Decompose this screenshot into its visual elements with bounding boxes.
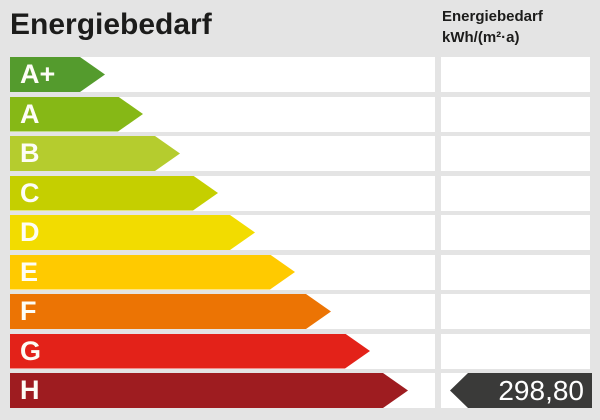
energy-scale-chart: A+ A B C D [10, 57, 592, 408]
row-track-right [441, 57, 590, 92]
row-track-right [441, 294, 590, 329]
scale-row-a: A [10, 96, 590, 132]
value-badge: 298,80 [450, 373, 592, 408]
row-track-right [441, 136, 590, 171]
unit-header-line1: Energiebedarf [442, 8, 543, 25]
rating-bar-e: E [10, 255, 295, 290]
rating-bar-a: A [10, 97, 143, 132]
scale-row-a-plus: A+ [10, 57, 590, 92]
scale-row-e: E [10, 254, 590, 290]
value-text: 298,80 [498, 375, 584, 406]
rating-label: H [20, 375, 40, 405]
page-title: Energiebedarf [10, 8, 212, 41]
scale-row-g: G [10, 333, 590, 369]
scale-row-f: F [10, 294, 590, 329]
rating-label: B [20, 138, 40, 168]
rating-label: D [20, 217, 40, 247]
row-track-right [441, 175, 590, 211]
row-track-right [441, 96, 590, 132]
unit-header: Energiebedarf kWh/(m²·a) [442, 6, 543, 48]
rating-bar-h: H [10, 373, 408, 408]
row-track-right [441, 215, 590, 250]
rating-label: A [20, 98, 40, 129]
scale-row-d: D [10, 215, 590, 250]
scale-row-c: C [10, 175, 590, 211]
rating-label: C [20, 177, 40, 208]
rating-label: F [20, 296, 37, 326]
rating-bar-c: C [10, 176, 218, 211]
rating-bar-f: F [10, 294, 331, 329]
scale-row-b: B [10, 136, 590, 171]
row-track-right [441, 333, 590, 369]
rating-label: A+ [20, 59, 56, 89]
unit-header-line2: kWh/(m²·a) [442, 29, 520, 46]
row-track-right [441, 254, 590, 290]
scale-row-h: H 298,80 [10, 373, 592, 408]
rating-label: E [20, 256, 39, 287]
rating-bar-b: B [10, 136, 180, 171]
rating-bar-g: G [10, 334, 370, 369]
rating-label: G [20, 335, 42, 366]
rating-bar-d: D [10, 215, 255, 250]
